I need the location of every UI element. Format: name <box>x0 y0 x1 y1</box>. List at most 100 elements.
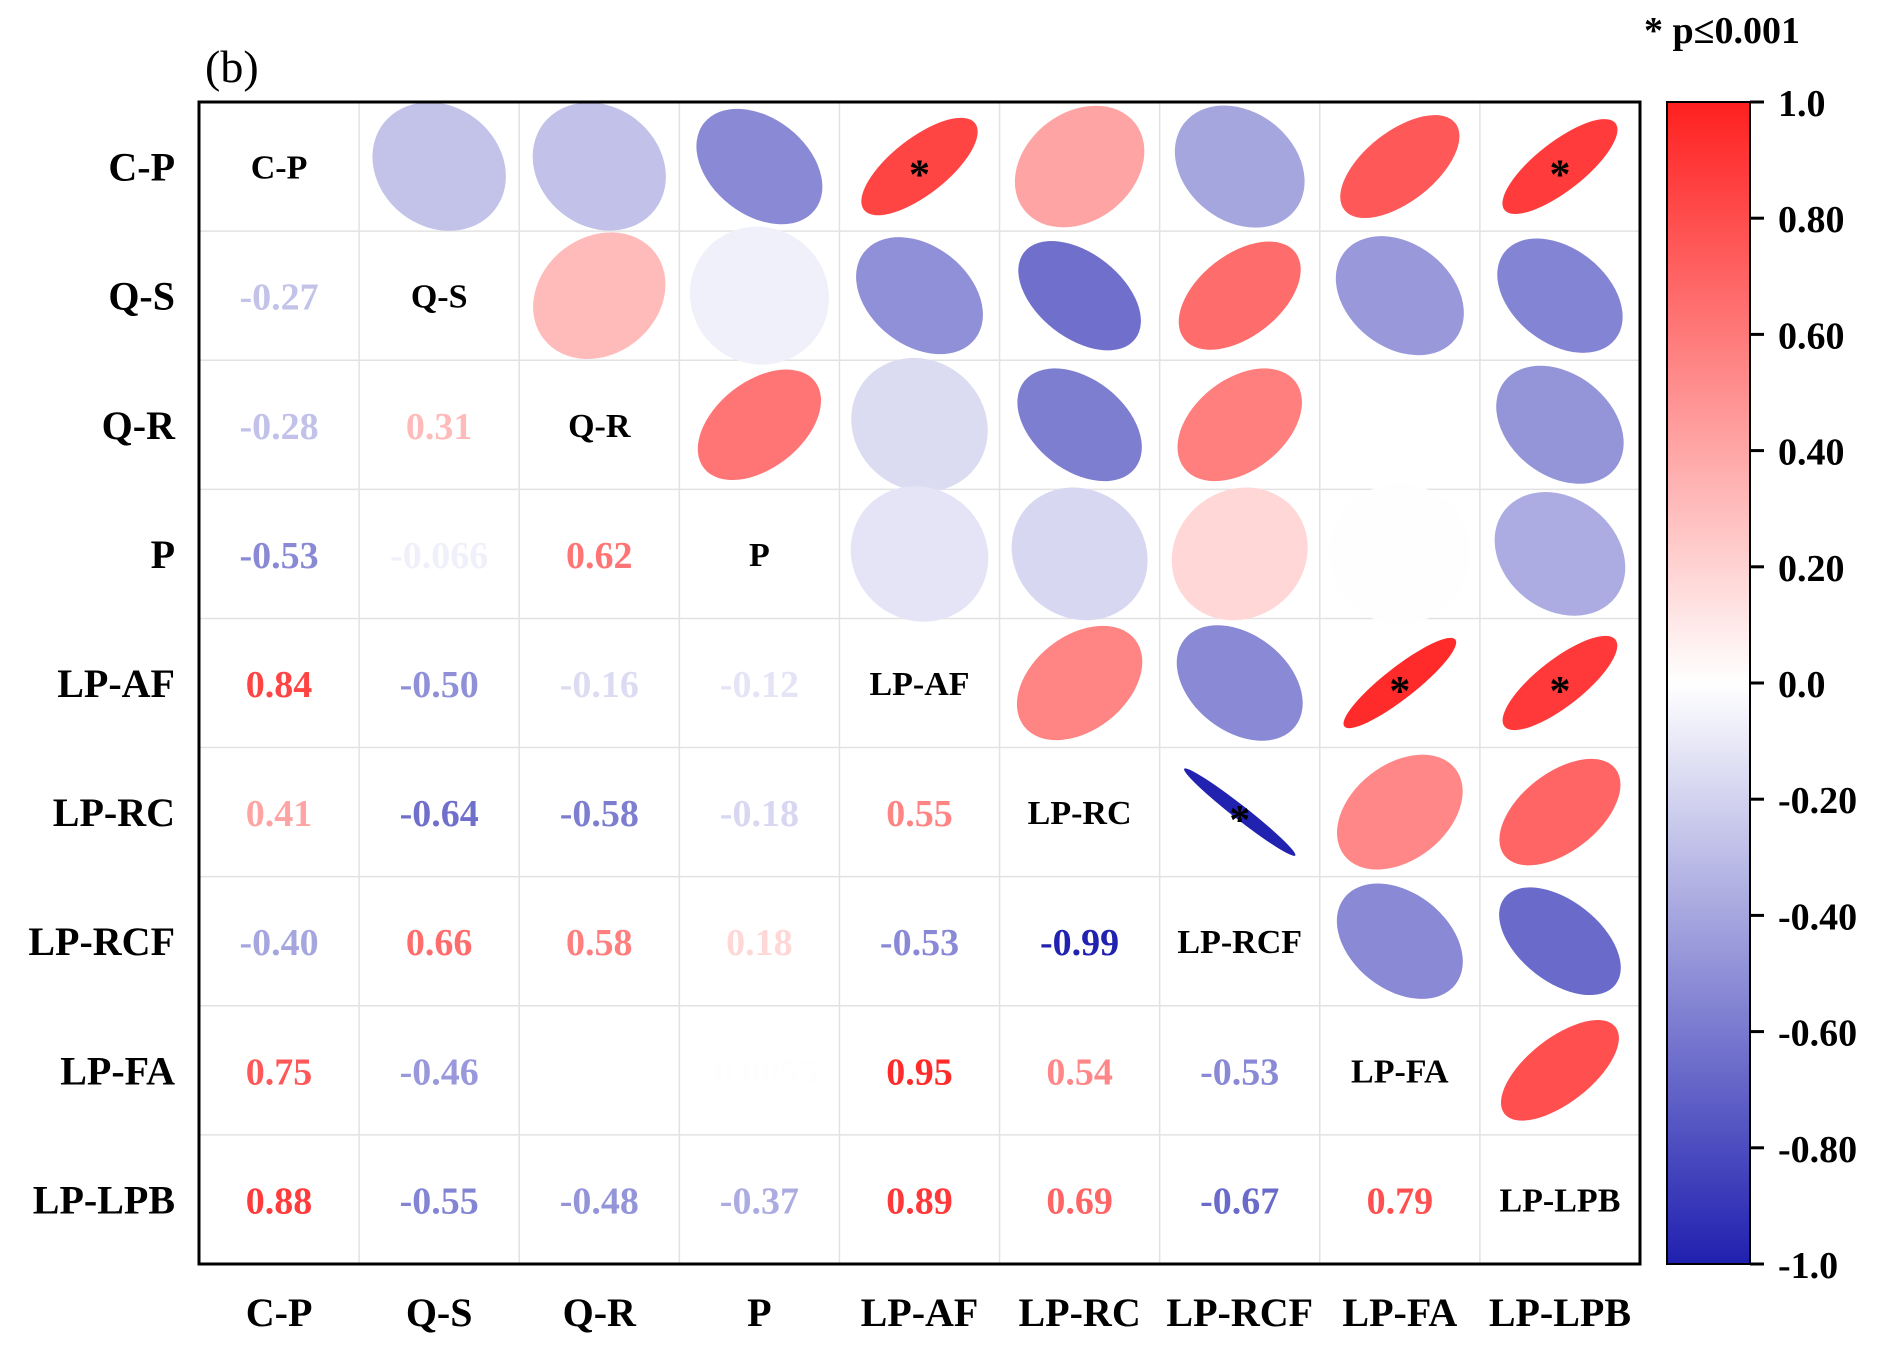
correlation-ellipse <box>696 108 823 225</box>
correlation-ellipse <box>1494 492 1626 616</box>
diagonal-label: Q-R <box>568 408 631 445</box>
correlation-value: 0.66 <box>406 922 473 964</box>
row-label: LP-RC <box>53 790 175 835</box>
correlation-ellipse <box>850 486 989 622</box>
colorbar-tick-label: 0.60 <box>1778 315 1845 357</box>
correlation-value: -0.27 <box>239 277 318 319</box>
colorbar-tick-label: 0.0 <box>1778 664 1826 706</box>
correlation-ellipse <box>533 232 666 359</box>
correlation-value: -0.99 <box>1040 922 1119 964</box>
significance-note: * p≤0.001 <box>1644 10 1800 52</box>
correlation-value: -0.37 <box>720 1180 799 1222</box>
colorbar-tick-label: 0.40 <box>1778 432 1845 474</box>
correlation-value: 0.54 <box>1046 1051 1113 1093</box>
diagonal-label: LP-RCF <box>1177 924 1302 961</box>
correlation-ellipse <box>1502 119 1618 215</box>
correlation-value: 0.31 <box>406 406 473 448</box>
correlation-ellipse <box>1184 768 1296 856</box>
correlation-value: 0.84 <box>246 664 313 706</box>
correlation-ellipse <box>697 369 822 481</box>
significance-marker: * <box>909 153 930 199</box>
correlation-value: -0.0055 <box>701 1051 818 1093</box>
diagonal-label: LP-RC <box>1028 795 1132 832</box>
correlation-ellipse <box>532 102 666 231</box>
correlation-ellipse <box>1500 1020 1619 1121</box>
correlation-value: -0.12 <box>720 664 799 706</box>
correlation-value: -0.64 <box>400 793 479 835</box>
correlation-value: 0.55 <box>886 793 953 835</box>
column-label: Q-S <box>406 1290 473 1335</box>
correlation-value: 0.41 <box>246 793 313 835</box>
correlation-value: -0.55 <box>400 1180 479 1222</box>
column-label: LP-RC <box>1019 1290 1141 1335</box>
correlation-ellipse <box>1499 887 1621 996</box>
correlation-value: -0.53 <box>1200 1051 1279 1093</box>
diagonal-label: LP-FA <box>1351 1053 1449 1090</box>
colorbar-tick-label: -0.20 <box>1778 780 1857 822</box>
row-label: Q-R <box>102 403 176 448</box>
correlation-ellipse <box>1011 487 1148 621</box>
panel-label: (b) <box>205 41 259 92</box>
correlation-value: -0.67 <box>1200 1180 1279 1222</box>
diagonal-label: Q-S <box>411 279 468 316</box>
diagonal-label: C-P <box>251 150 308 187</box>
correlation-ellipse <box>1497 238 1623 353</box>
correlation-value: 0.79 <box>1367 1180 1434 1222</box>
correlation-value: -0.50 <box>400 664 479 706</box>
correlation-ellipse <box>1018 240 1141 351</box>
colorbar-tick-label: 0.20 <box>1778 548 1845 590</box>
diagonal-label: P <box>749 537 770 574</box>
correlation-ellipse <box>1014 105 1145 228</box>
correlation-value: 0.89 <box>886 1180 953 1222</box>
significance-marker: * <box>1389 669 1410 715</box>
correlation-value: -0.46 <box>400 1051 479 1093</box>
correlation-ellipse <box>1171 487 1308 621</box>
row-label: LP-FA <box>60 1048 175 1093</box>
correlation-value: -0.48 <box>560 1180 639 1222</box>
correlation-ellipse <box>1329 483 1471 625</box>
correlation-ellipse <box>689 226 829 365</box>
colorbar-tick-label: 1.0 <box>1778 83 1826 125</box>
correlation-ellipse <box>1016 625 1143 741</box>
diagonal-label: LP-LPB <box>1499 1182 1620 1219</box>
correlation-ellipse <box>1337 754 1463 870</box>
correlation-ellipse <box>1174 105 1305 228</box>
correlation-value: -0.16 <box>560 664 639 706</box>
correlation-ellipse <box>1017 368 1142 482</box>
row-labels: C-P Q-S Q-R P LP-AF LP-RC LP-RCF LP-FA LP-LPB <box>28 145 176 1223</box>
correlation-value: -0.53 <box>880 922 959 964</box>
correlation-value: -0.53 <box>239 535 318 577</box>
colorbar-ticks: 1.0 0.80 0.60 0.40 0.20 0.0 -0.20 -0.40 -0.60 -0.… <box>1750 83 1857 1287</box>
row-label: LP-AF <box>57 661 175 706</box>
correlation-value: -0.18 <box>720 793 799 835</box>
correlation-ellipse <box>1499 758 1621 866</box>
column-labels: C-P Q-S Q-R P LP-AF LP-RC LP-RCF LP-FA LP-LPB <box>246 1290 1631 1335</box>
correlation-value: 0.69 <box>1046 1180 1113 1222</box>
column-label: C-P <box>246 1290 313 1335</box>
diagonal-label: LP-AF <box>869 666 969 703</box>
correlation-value: 0.88 <box>246 1180 313 1222</box>
colorbar-tick-label: -0.80 <box>1778 1129 1857 1171</box>
row-label: LP-RCF <box>28 919 175 964</box>
significance-marker: * <box>1229 798 1250 844</box>
correlation-ellipse <box>1502 635 1618 731</box>
row-label: P <box>151 532 175 577</box>
correlation-ellipse <box>851 357 988 492</box>
correlation-ellipse <box>1343 637 1457 729</box>
plot-frame <box>197 100 1642 1266</box>
correlation-value: -0.28 <box>239 406 318 448</box>
correlation-value: -0.58 <box>560 793 639 835</box>
correlation-value: -0.066 <box>390 535 488 577</box>
colorbar-tick-label: 0.80 <box>1778 199 1845 241</box>
column-label: LP-AF <box>861 1290 979 1335</box>
column-label: P <box>747 1290 771 1335</box>
matrix-cells: C-P * * -0.27 Q-S -0.28 0.31 Q-R -0.53 -0.066 0.62… <box>239 102 1626 1222</box>
correlation-ellipse <box>1496 365 1624 484</box>
correlation-ellipse <box>1336 883 1463 999</box>
column-label: Q-R <box>563 1290 637 1335</box>
significance-marker: * <box>1549 669 1570 715</box>
correlation-ellipse <box>856 237 983 355</box>
correlation-value: 0.58 <box>566 922 633 964</box>
column-label: LP-LPB <box>1489 1290 1631 1335</box>
column-label: LP-FA <box>1342 1290 1457 1335</box>
